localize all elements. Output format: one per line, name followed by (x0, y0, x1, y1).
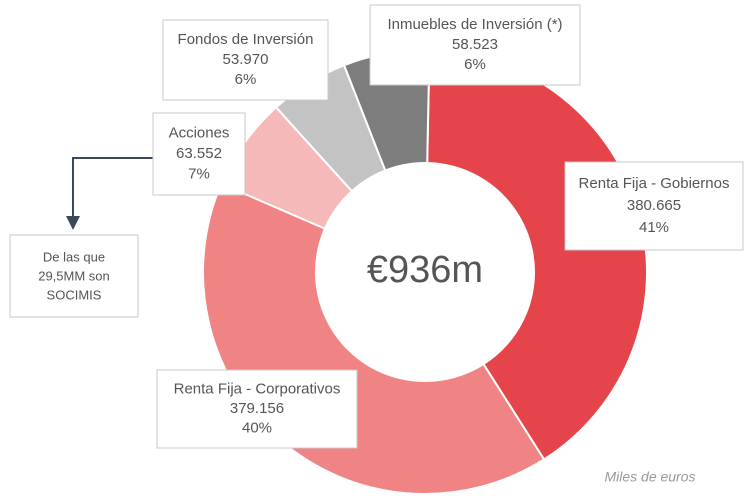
category-label: Fondos de Inversión (178, 31, 314, 48)
category-label: Inmuebles de Inversión (*) (387, 16, 562, 33)
value-label: 53.970 (223, 51, 269, 68)
note-box (9, 234, 139, 318)
percentage-label: 6% (235, 71, 257, 88)
label-box (369, 4, 581, 86)
value-label: 379.156 (230, 400, 284, 417)
note-line: De las que (43, 249, 105, 264)
note-arrowhead (66, 216, 80, 230)
value-label: 58.523 (452, 36, 498, 53)
label-box (152, 112, 246, 196)
category-label: Acciones (169, 124, 230, 141)
label-box (564, 161, 744, 251)
value-label: 63.552 (176, 145, 222, 162)
category-label: Renta Fija - Corporativos (174, 380, 341, 397)
label-box (162, 19, 329, 101)
percentage-label: 41% (639, 219, 669, 236)
value-label: 380.665 (627, 197, 681, 214)
category-label: Renta Fija - Gobiernos (579, 175, 730, 192)
note-line: 29,5MM son (38, 268, 110, 283)
note-line: SOCIMIS (47, 287, 102, 302)
note-arrow (72, 157, 153, 218)
label-box (156, 369, 358, 449)
percentage-label: 7% (188, 165, 210, 182)
units-label: Miles de euros (604, 469, 695, 485)
center-label: €936m (367, 249, 483, 291)
percentage-label: 40% (242, 419, 272, 436)
donut-hole (315, 162, 535, 382)
percentage-label: 6% (464, 56, 486, 73)
